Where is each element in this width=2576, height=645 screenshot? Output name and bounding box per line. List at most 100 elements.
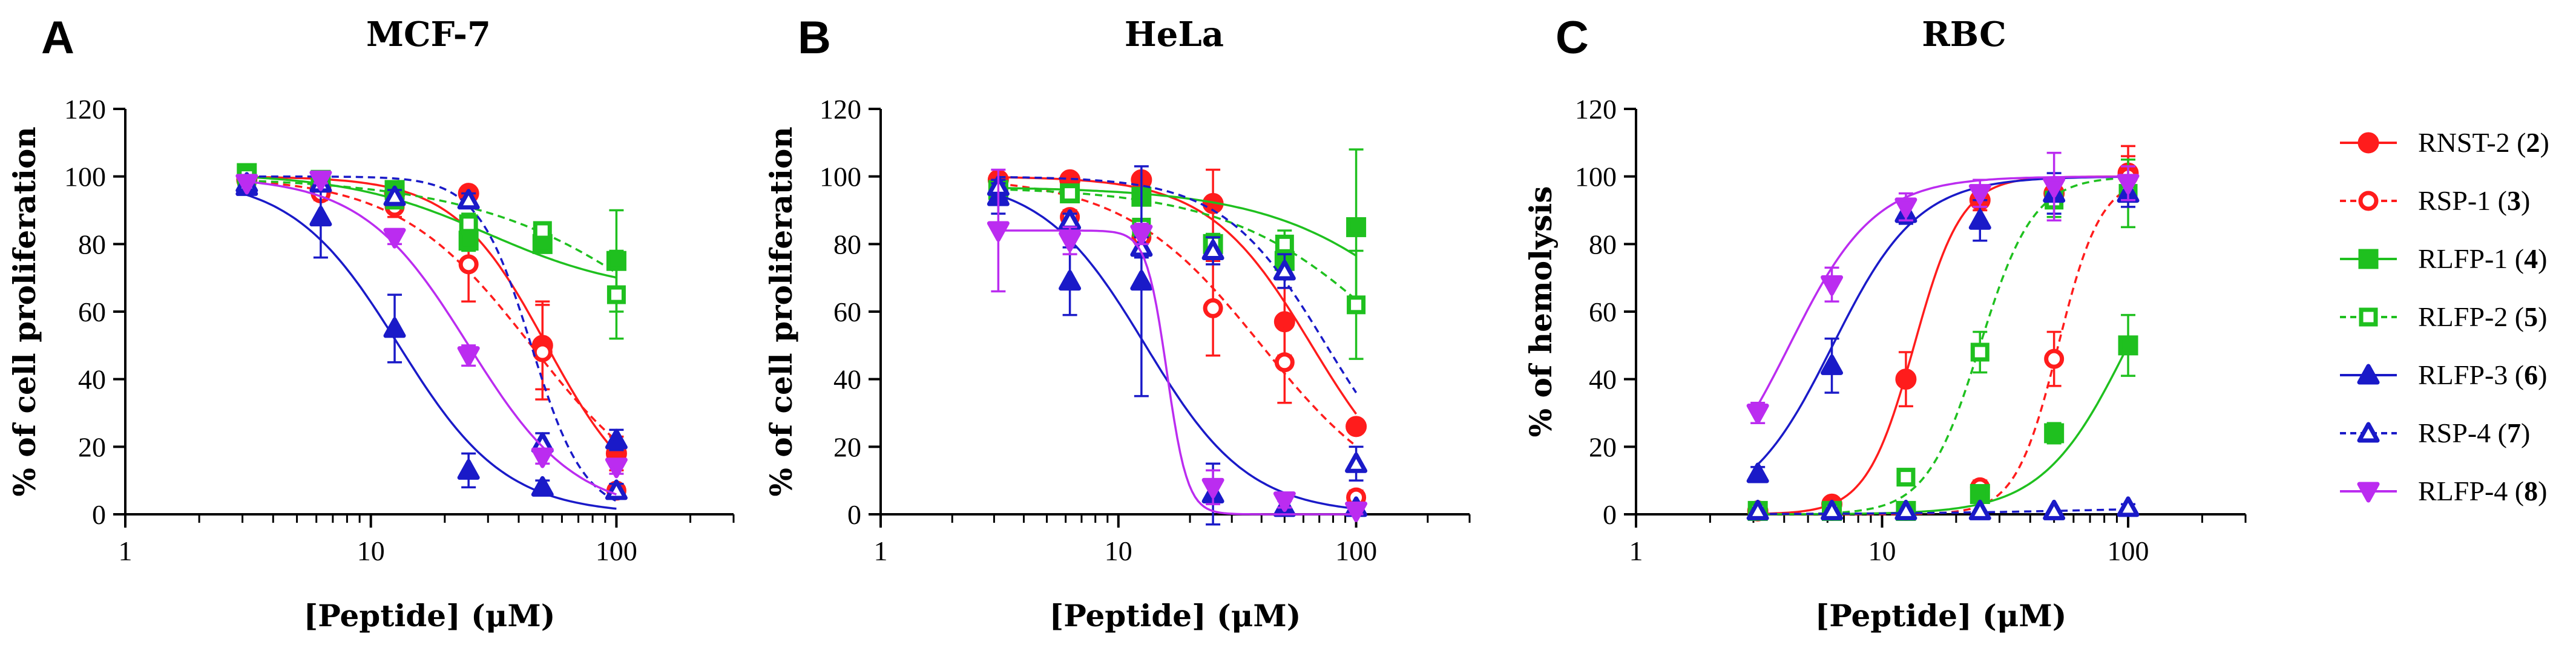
data-point (2044, 349, 2065, 369)
x-axis-label: [Peptide] (μM) (304, 598, 556, 634)
legend-label: RLFP-4 (8) (2418, 476, 2547, 506)
legend-label-text: RNST-2 ( (2418, 127, 2526, 158)
fit-curve (246, 180, 617, 442)
fit-curve (246, 180, 617, 496)
x-axis-label: [Peptide] (μM) (1815, 598, 2067, 634)
chart-title: RBC (1922, 15, 2006, 54)
y-tick-label: 0 (847, 499, 861, 530)
y-tick-label: 20 (1589, 431, 1617, 462)
data-point (1060, 184, 1080, 203)
data-point (1345, 452, 1368, 473)
x-tick-label: 10 (1105, 535, 1132, 566)
data-point (457, 346, 480, 367)
legend-label-close: ) (2538, 243, 2547, 274)
y-tick-label: 40 (1589, 364, 1617, 395)
data-point (2043, 499, 2066, 520)
chart-title: HeLa (1125, 15, 1224, 54)
data-point (2044, 423, 2065, 444)
legend-marker (2357, 422, 2380, 443)
legend-label-number: 5 (2524, 301, 2538, 332)
x-tick-label: 1 (119, 535, 133, 566)
data-point (235, 174, 258, 195)
y-tick-label: 40 (78, 364, 106, 395)
y-axis-label: % of cell proliferation (763, 126, 799, 496)
series-rsp4 (1746, 496, 2140, 520)
data-point (533, 221, 552, 240)
data-point (1746, 499, 1769, 520)
legend-item: RNST-2 (2) (2340, 127, 2549, 158)
fit-curve (997, 194, 1356, 510)
data-point (1201, 477, 1224, 499)
chart-title: MCF-7 (366, 15, 491, 54)
legend-label: RSP-4 (7) (2418, 417, 2530, 448)
data-point (457, 459, 480, 480)
y-tick-label: 80 (78, 229, 106, 260)
legend-label: RLFP-1 (4) (2418, 243, 2547, 274)
series-rlfp2 (988, 180, 1366, 360)
x-tick-label: 1 (874, 535, 888, 566)
fit-curve (998, 188, 1357, 301)
x-tick-label: 10 (1868, 535, 1896, 566)
fit-curve (998, 229, 1356, 516)
y-tick-label: 60 (833, 296, 861, 327)
x-axis-label: [Peptide] (μM) (1050, 598, 1301, 634)
data-point (531, 476, 554, 497)
data-point (1347, 295, 1366, 315)
data-point (1968, 209, 1991, 230)
series-rlfp3 (235, 175, 628, 510)
fit-curve (1758, 188, 2129, 516)
legend: RNST-2 (2)RSP-1 (3)RLFP-1 (4)RLFP-2 (5)R… (2340, 127, 2549, 506)
series-rlfp4 (235, 170, 628, 496)
series-rnst2 (236, 169, 627, 472)
legend-item: RLFP-2 (5) (2340, 301, 2547, 332)
legend-marker (2359, 307, 2378, 327)
legend-marker (2358, 249, 2379, 269)
series-rnst2 (1747, 145, 2139, 522)
data-point (2118, 335, 2138, 356)
data-point (1201, 240, 1224, 260)
y-tick-label: 80 (833, 229, 861, 260)
data-point (383, 185, 406, 206)
data-point (1746, 462, 1769, 483)
legend-item: RLFP-3 (6) (2340, 359, 2547, 390)
data-point (459, 214, 478, 234)
y-axis-label: % of cell proliferation (7, 126, 42, 496)
legend-label-close: ) (2538, 301, 2547, 332)
data-point (457, 189, 480, 210)
legend-label-number: 7 (2507, 417, 2521, 448)
y-tick-label: 100 (820, 162, 861, 192)
legend-marker (2358, 132, 2379, 154)
data-point (2117, 496, 2140, 517)
legend-item: RSP-4 (7) (2340, 417, 2530, 448)
data-point (1346, 217, 1367, 237)
series-rlfp1 (988, 148, 1367, 306)
fit-curve (1758, 345, 2129, 516)
y-tick-label: 100 (1575, 162, 1617, 192)
data-point (532, 342, 553, 362)
fit-curve (1758, 508, 2129, 516)
legend-label-number: 3 (2507, 185, 2521, 216)
data-point (1273, 491, 1296, 512)
legend-label-close: ) (2538, 359, 2547, 390)
fit-curve (1758, 177, 2129, 516)
data-point (1821, 499, 1844, 520)
panel-letter: C (1556, 12, 1589, 64)
y-tick-label: 20 (833, 431, 861, 462)
legend-label-number: 2 (2526, 127, 2540, 158)
legend-label-close: ) (2540, 127, 2549, 158)
fit-curve (998, 176, 1358, 415)
data-point (309, 206, 332, 227)
y-tick-label: 60 (78, 296, 106, 327)
data-point (383, 228, 406, 249)
legend-label-number: 8 (2524, 476, 2538, 506)
legend-item: RLFP-4 (8) (2340, 476, 2547, 506)
panel-letter: B (798, 12, 831, 64)
fit-curve (998, 182, 1357, 447)
data-point (1894, 197, 1917, 218)
legend-label-text: RLFP-3 ( (2418, 359, 2524, 390)
legend-label-text: RLFP-4 ( (2418, 476, 2524, 506)
y-tick-label: 40 (833, 364, 861, 395)
data-point (1970, 342, 1990, 362)
